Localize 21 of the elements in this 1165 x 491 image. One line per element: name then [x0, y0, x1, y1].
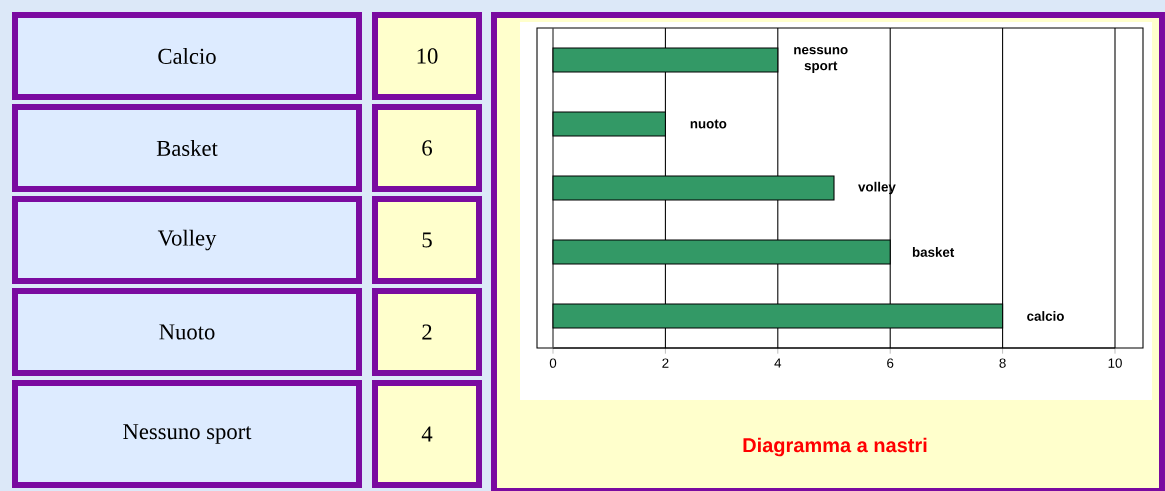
data-label: 6 — [422, 140, 432, 156]
x-tick-label: 6 — [887, 358, 894, 368]
text: Diagramma a nastri — [743, 437, 927, 457]
x-tick-label: 10 — [1108, 358, 1122, 368]
category-label: Nuoto — [159, 324, 215, 340]
data-label: 5 — [422, 232, 432, 248]
y-tick-label: nuoto — [690, 119, 727, 129]
category-label: Basket — [156, 140, 218, 156]
x-tick-label: 8 — [999, 358, 1006, 368]
data-label: 2 — [422, 324, 432, 340]
category-label: Nessuno sport — [123, 424, 252, 444]
category-label: Volley — [157, 229, 217, 251]
y-tick-label: nessuno sport — [794, 47, 848, 73]
x-tick-label: 2 — [662, 358, 669, 368]
category-label: Calcio — [158, 48, 216, 64]
y-tick-label: basket — [912, 247, 955, 257]
x-tick-label: 0 — [549, 358, 557, 368]
y-tick-label: calcio — [1027, 311, 1064, 321]
data-label: 10 — [417, 48, 438, 64]
data-label: 4 — [421, 426, 433, 442]
x-tick-label: 4 — [774, 358, 782, 368]
